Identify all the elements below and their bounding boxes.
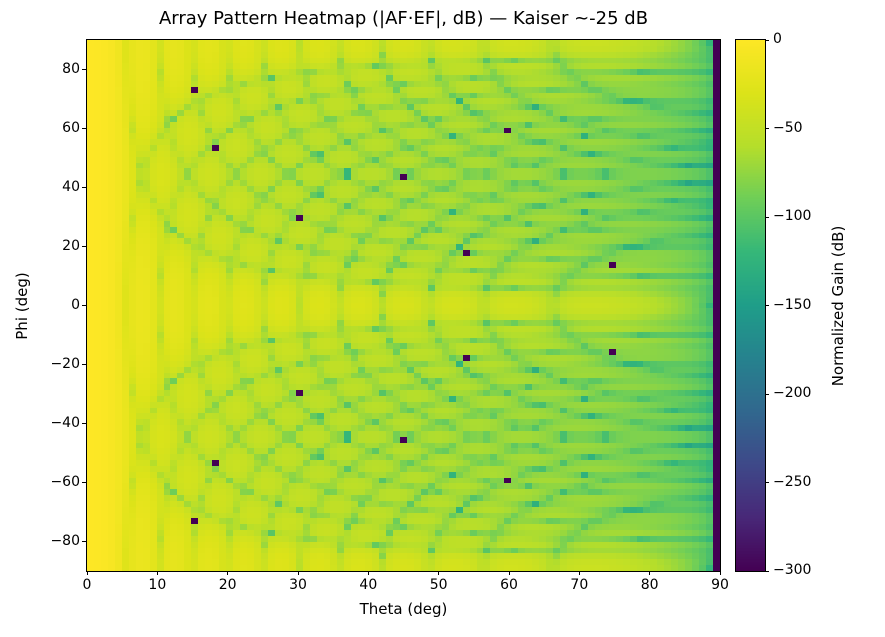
colorbar-tick-mark xyxy=(765,39,769,41)
colorbar-tick-label: −150 xyxy=(773,296,812,313)
colorbar-tick-label: −250 xyxy=(773,473,812,490)
colorbar-label: Normalized Gain (dB) xyxy=(828,40,848,571)
y-tick-mark xyxy=(82,364,86,365)
colorbar-canvas xyxy=(736,40,765,571)
x-tick-mark xyxy=(438,571,440,575)
heatmap-plot-area xyxy=(86,39,721,572)
colorbar-tick-mark xyxy=(765,305,769,306)
colorbar-tick-label: −50 xyxy=(773,119,803,136)
colorbar-tick-mark xyxy=(765,393,769,395)
colorbar-tick-mark xyxy=(765,128,769,129)
y-tick-mark xyxy=(82,246,86,247)
x-tick-mark xyxy=(227,571,229,575)
heatmap-canvas xyxy=(87,40,720,571)
y-tick-label: −40 xyxy=(50,414,80,431)
colorbar-tick-label: −100 xyxy=(773,208,812,224)
y-tick-mark xyxy=(82,423,86,424)
y-tick-label: 0 xyxy=(71,296,80,313)
y-axis-label: Phi (deg) xyxy=(12,40,32,571)
y-tick-label: 20 xyxy=(62,237,80,254)
x-tick-mark xyxy=(578,571,580,575)
y-tick-mark xyxy=(82,482,86,483)
colorbar xyxy=(735,39,766,572)
x-tick-label: 80 xyxy=(640,577,659,593)
y-tick-mark xyxy=(82,305,86,306)
colorbar-tick-label: −200 xyxy=(773,385,812,401)
x-tick-mark xyxy=(649,571,651,575)
y-tick-label: −80 xyxy=(50,532,80,549)
colorbar-tick-label: −300 xyxy=(773,562,812,578)
y-tick-mark xyxy=(82,128,86,129)
colorbar-tick-mark xyxy=(765,216,769,218)
colorbar-label-text: Normalized Gain (dB) xyxy=(829,225,847,386)
x-tick-label: 10 xyxy=(148,577,167,593)
x-tick-mark xyxy=(367,571,369,575)
x-tick-mark xyxy=(719,571,721,575)
x-tick-label: 0 xyxy=(82,577,92,593)
x-tick-mark xyxy=(508,571,510,575)
y-tick-mark xyxy=(82,541,86,542)
x-tick-mark xyxy=(156,571,158,575)
y-tick-label: −60 xyxy=(50,473,80,490)
y-tick-label: 40 xyxy=(62,178,80,195)
x-tick-label: 20 xyxy=(218,577,237,593)
colorbar-tick-mark xyxy=(765,570,769,572)
x-tick-mark xyxy=(86,571,88,575)
colorbar-tick-label: 0 xyxy=(773,31,782,47)
colorbar-tick-mark xyxy=(765,482,769,483)
y-tick-mark xyxy=(82,69,86,70)
chart-title: Array Pattern Heatmap (|AF·EF|, dB) — Ka… xyxy=(158,8,649,29)
x-tick-label: 40 xyxy=(359,577,378,593)
y-axis-label-text: Phi (deg) xyxy=(13,271,31,340)
y-tick-mark xyxy=(82,187,86,188)
x-tick-label: 60 xyxy=(500,577,518,593)
x-tick-label: 90 xyxy=(711,577,729,593)
x-tick-label: 70 xyxy=(570,577,589,593)
y-tick-label: 80 xyxy=(62,60,80,77)
y-tick-label: 60 xyxy=(62,119,80,136)
x-tick-label: 50 xyxy=(429,577,448,593)
y-tick-label: −20 xyxy=(50,355,80,372)
x-axis-label: Theta (deg) xyxy=(359,600,448,618)
x-tick-mark xyxy=(297,571,299,575)
x-tick-label: 30 xyxy=(289,577,307,593)
